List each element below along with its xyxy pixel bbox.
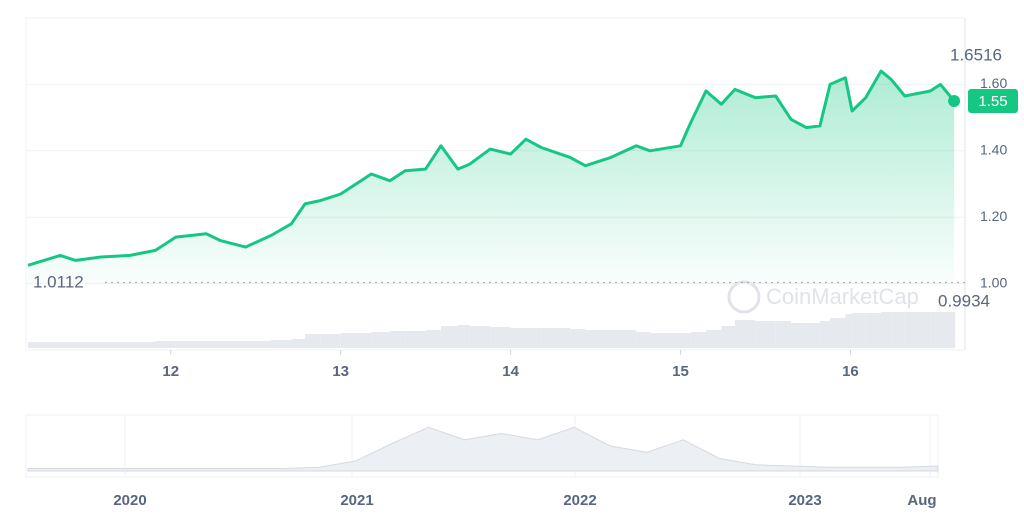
- volume-bar: [881, 312, 892, 348]
- volume-bar: [245, 341, 271, 348]
- y-tick-label: 1.40: [980, 142, 1007, 158]
- volume-bar: [469, 326, 491, 348]
- volume-bar: [541, 328, 571, 348]
- x-tick-label: 12: [162, 363, 179, 380]
- volume-bar: [155, 341, 176, 348]
- volume-bar: [904, 312, 931, 348]
- x-tick-label: 14: [502, 363, 519, 380]
- volume-bar: [304, 334, 321, 348]
- volume-bar: [636, 332, 650, 348]
- volume-bar: [930, 312, 941, 348]
- volume-bar: [585, 330, 611, 348]
- volume-bar: [320, 334, 341, 348]
- volume-bar: [610, 330, 637, 348]
- volume-bar: [510, 328, 526, 348]
- navigator-label: 2021: [340, 492, 373, 509]
- volume-bar: [291, 339, 305, 348]
- area: [28, 71, 955, 284]
- volume-bar: [457, 325, 470, 348]
- volume-bar: [954, 312, 956, 348]
- volume-bar: [649, 333, 681, 348]
- volume-bar: [371, 332, 390, 348]
- navigator-label: Aug: [907, 492, 936, 509]
- navigator-area: [27, 426, 939, 472]
- x-tick-label: 15: [672, 363, 689, 380]
- price-badge: [968, 89, 1018, 113]
- volume-bar: [389, 331, 406, 348]
- volume-bar: [852, 313, 866, 348]
- volume-bar: [734, 320, 756, 348]
- watermark: CoinMarketCap: [727, 280, 919, 314]
- price-badge-label: 1.55: [978, 93, 1007, 110]
- volume-bar: [830, 318, 846, 348]
- volume-bar: [865, 313, 882, 348]
- y-tick-label: 1.20: [980, 208, 1007, 224]
- watermark-logo: [727, 280, 761, 314]
- low-label: 1.0112: [33, 272, 84, 291]
- high-label: 1.6516: [950, 45, 1002, 64]
- volume-bar: [425, 330, 441, 348]
- volume-bar: [101, 342, 130, 348]
- volume-bar: [806, 323, 820, 348]
- volume-bar: [340, 333, 356, 348]
- volume-bar: [28, 342, 61, 348]
- volume-bar: [790, 323, 807, 348]
- volume-bar: [845, 314, 853, 348]
- volume-bar: [270, 340, 292, 348]
- volume-bar: [775, 321, 791, 348]
- volume-bar: [60, 342, 76, 348]
- x-tick-label: 13: [332, 363, 349, 380]
- volume-bar: [175, 341, 207, 348]
- navigator-label: 2023: [788, 492, 821, 509]
- volume-bar: [680, 333, 691, 348]
- volume-bar: [570, 329, 586, 348]
- last-point: [948, 95, 961, 107]
- volume-bar: [891, 312, 905, 348]
- volume-bar: [755, 321, 776, 348]
- y-tick-label: 1.60: [980, 75, 1007, 91]
- volume-bar: [490, 327, 511, 348]
- price-line: [27, 69, 956, 267]
- volume-bar: [721, 326, 735, 348]
- navigator-frame: [25, 414, 939, 478]
- navigator-label: 2020: [113, 492, 146, 509]
- volume-bar: [355, 333, 372, 348]
- x-tick-label: 16: [842, 363, 859, 380]
- volume-bar: [129, 342, 156, 348]
- volume-bar: [440, 326, 458, 348]
- volume-bar: [206, 341, 221, 348]
- volume-bar: [75, 342, 102, 348]
- volume-bar: [819, 321, 831, 348]
- range-low-label: 0.9934: [938, 291, 990, 310]
- volume-bar: [690, 332, 707, 348]
- watermark-text: CoinMarketCap: [766, 284, 919, 309]
- volume-bar: [405, 331, 426, 348]
- y-tick-label: 1.00: [980, 274, 1007, 290]
- volume-bar: [525, 328, 542, 348]
- volume-bar: [940, 312, 955, 348]
- navigator-label: 2022: [563, 492, 596, 509]
- volume-bar: [706, 330, 722, 348]
- volume-bar: [220, 341, 246, 348]
